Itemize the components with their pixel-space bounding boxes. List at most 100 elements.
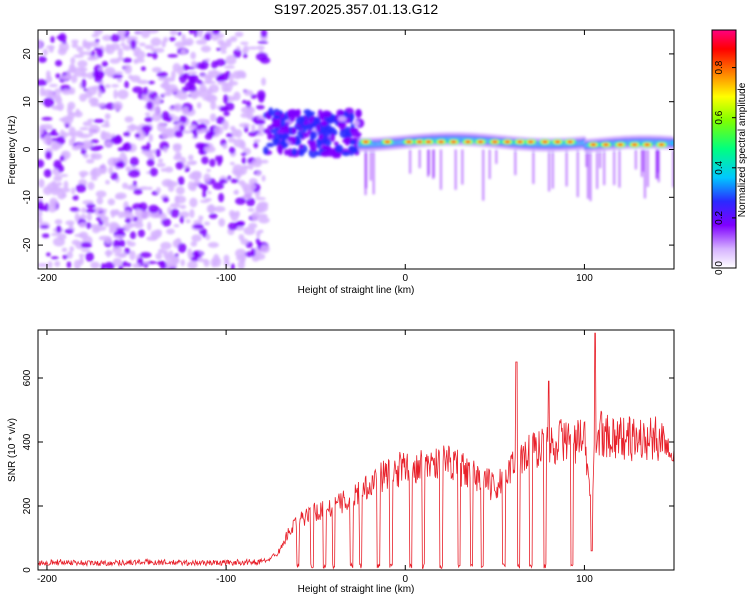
heatmap-cell (86, 213, 92, 222)
heatmap-cell (426, 140, 432, 144)
heatmap-cell (258, 229, 264, 234)
heatmap-cell (38, 263, 49, 267)
heatmap-cell (85, 252, 94, 262)
heatmap-cell (137, 79, 149, 85)
top-y-tick-label: 0 (22, 146, 33, 152)
heatmap-cell (273, 114, 281, 120)
heatmap-cell (48, 204, 57, 213)
colorbar-label: Normalized spectral amplitude (737, 82, 748, 217)
heatmap-cell (46, 252, 51, 257)
heatmap-cell (208, 213, 218, 219)
heatmap-cell (110, 136, 123, 145)
heatmap-cell (69, 246, 75, 253)
heatmap-cell (231, 169, 242, 175)
heatmap-cell (110, 34, 121, 43)
bottom-y-tick-label: 600 (22, 369, 33, 386)
heatmap-cell (333, 141, 339, 146)
heatmap-cell (98, 219, 104, 226)
heatmap-cell (240, 252, 247, 262)
heatmap-cell (170, 208, 180, 218)
heatmap-cell (210, 100, 217, 111)
heatmap-cell (191, 170, 202, 178)
heatmap-cell (217, 81, 227, 86)
heatmap-cell (548, 149, 551, 192)
heatmap-cell (43, 168, 52, 178)
heatmap-cell (596, 149, 599, 189)
heatmap-cell (261, 175, 266, 182)
heatmap-cell (113, 89, 118, 100)
heatmap-cell (85, 222, 92, 229)
heatmap-cell (134, 208, 143, 217)
heatmap-cell (185, 219, 191, 224)
heatmap-cell (123, 131, 130, 137)
heatmap-cell (47, 260, 53, 269)
heatmap-cell (590, 143, 596, 147)
heatmap-cell (336, 109, 345, 117)
heatmap-cell (76, 46, 84, 52)
heatmap-cell (193, 128, 198, 139)
heatmap-cell (257, 40, 269, 44)
heatmap-cell (124, 80, 130, 89)
top-x-tick-label: -200 (37, 273, 57, 284)
heatmap-cell (256, 90, 266, 100)
heatmap-cell (66, 71, 71, 79)
heatmap-cell (179, 115, 188, 124)
heatmap-cell (45, 75, 53, 83)
heatmap-cell (162, 92, 173, 97)
heatmap-cell (111, 74, 123, 79)
heatmap-cell (363, 140, 369, 144)
heatmap-cell (213, 205, 226, 213)
heatmap-cell (87, 118, 94, 123)
heatmap-cell (319, 120, 328, 127)
heatmap-cell (356, 109, 362, 118)
heatmap-cell (137, 229, 146, 238)
heatmap-cell (71, 239, 81, 246)
heatmap-cell (77, 60, 88, 68)
heatmap-cell (172, 116, 180, 122)
heatmap-cell (173, 154, 183, 161)
heatmap-cell (227, 222, 238, 231)
heatmap-cell (86, 72, 95, 80)
heatmap-cell (156, 162, 166, 168)
heatmap-cell (112, 101, 123, 111)
heatmap-cell (104, 84, 111, 89)
heatmap-cell (125, 166, 132, 172)
heatmap-cell (189, 208, 195, 219)
heatmap-cells (38, 30, 674, 269)
heatmap-cell (248, 222, 258, 229)
heatmap-cell (465, 140, 471, 144)
heatmap-cell (130, 75, 141, 83)
heatmap-cell (240, 113, 252, 119)
heatmap-cell (454, 149, 457, 190)
heatmap-cell (81, 207, 87, 214)
heatmap-cell (129, 156, 139, 167)
heatmap-cell (256, 171, 262, 177)
heatmap-cell (50, 256, 59, 260)
bottom-y-ticks: 0 200 400 600 (22, 369, 674, 573)
heatmap-cell (266, 142, 275, 148)
heatmap-cell (70, 57, 76, 65)
heatmap-cell (156, 71, 169, 78)
heatmap-cell (603, 143, 609, 147)
heatmap-cell (68, 126, 76, 135)
heatmap-cell (492, 140, 498, 144)
heatmap-cell (273, 137, 279, 147)
heatmap-cell (85, 208, 96, 214)
heatmap-cell (133, 59, 139, 65)
heatmap-cell (164, 77, 176, 82)
heatmap-cell (127, 241, 136, 247)
heatmap-cell (38, 216, 43, 224)
heatmap-cell (230, 125, 236, 131)
heatmap-cell (247, 207, 255, 212)
heatmap-cell (260, 159, 269, 164)
heatmap-cell (409, 149, 412, 174)
snr-frame (37, 329, 675, 571)
heatmap-cell (243, 226, 256, 236)
heatmap-cell (161, 110, 170, 121)
heatmap-cell (184, 38, 194, 46)
heatmap-cell (291, 148, 298, 156)
heatmap-cell (384, 140, 390, 144)
heatmap-cell (41, 123, 53, 131)
heatmap-cell (162, 196, 170, 203)
heatmap-cell (80, 214, 87, 220)
